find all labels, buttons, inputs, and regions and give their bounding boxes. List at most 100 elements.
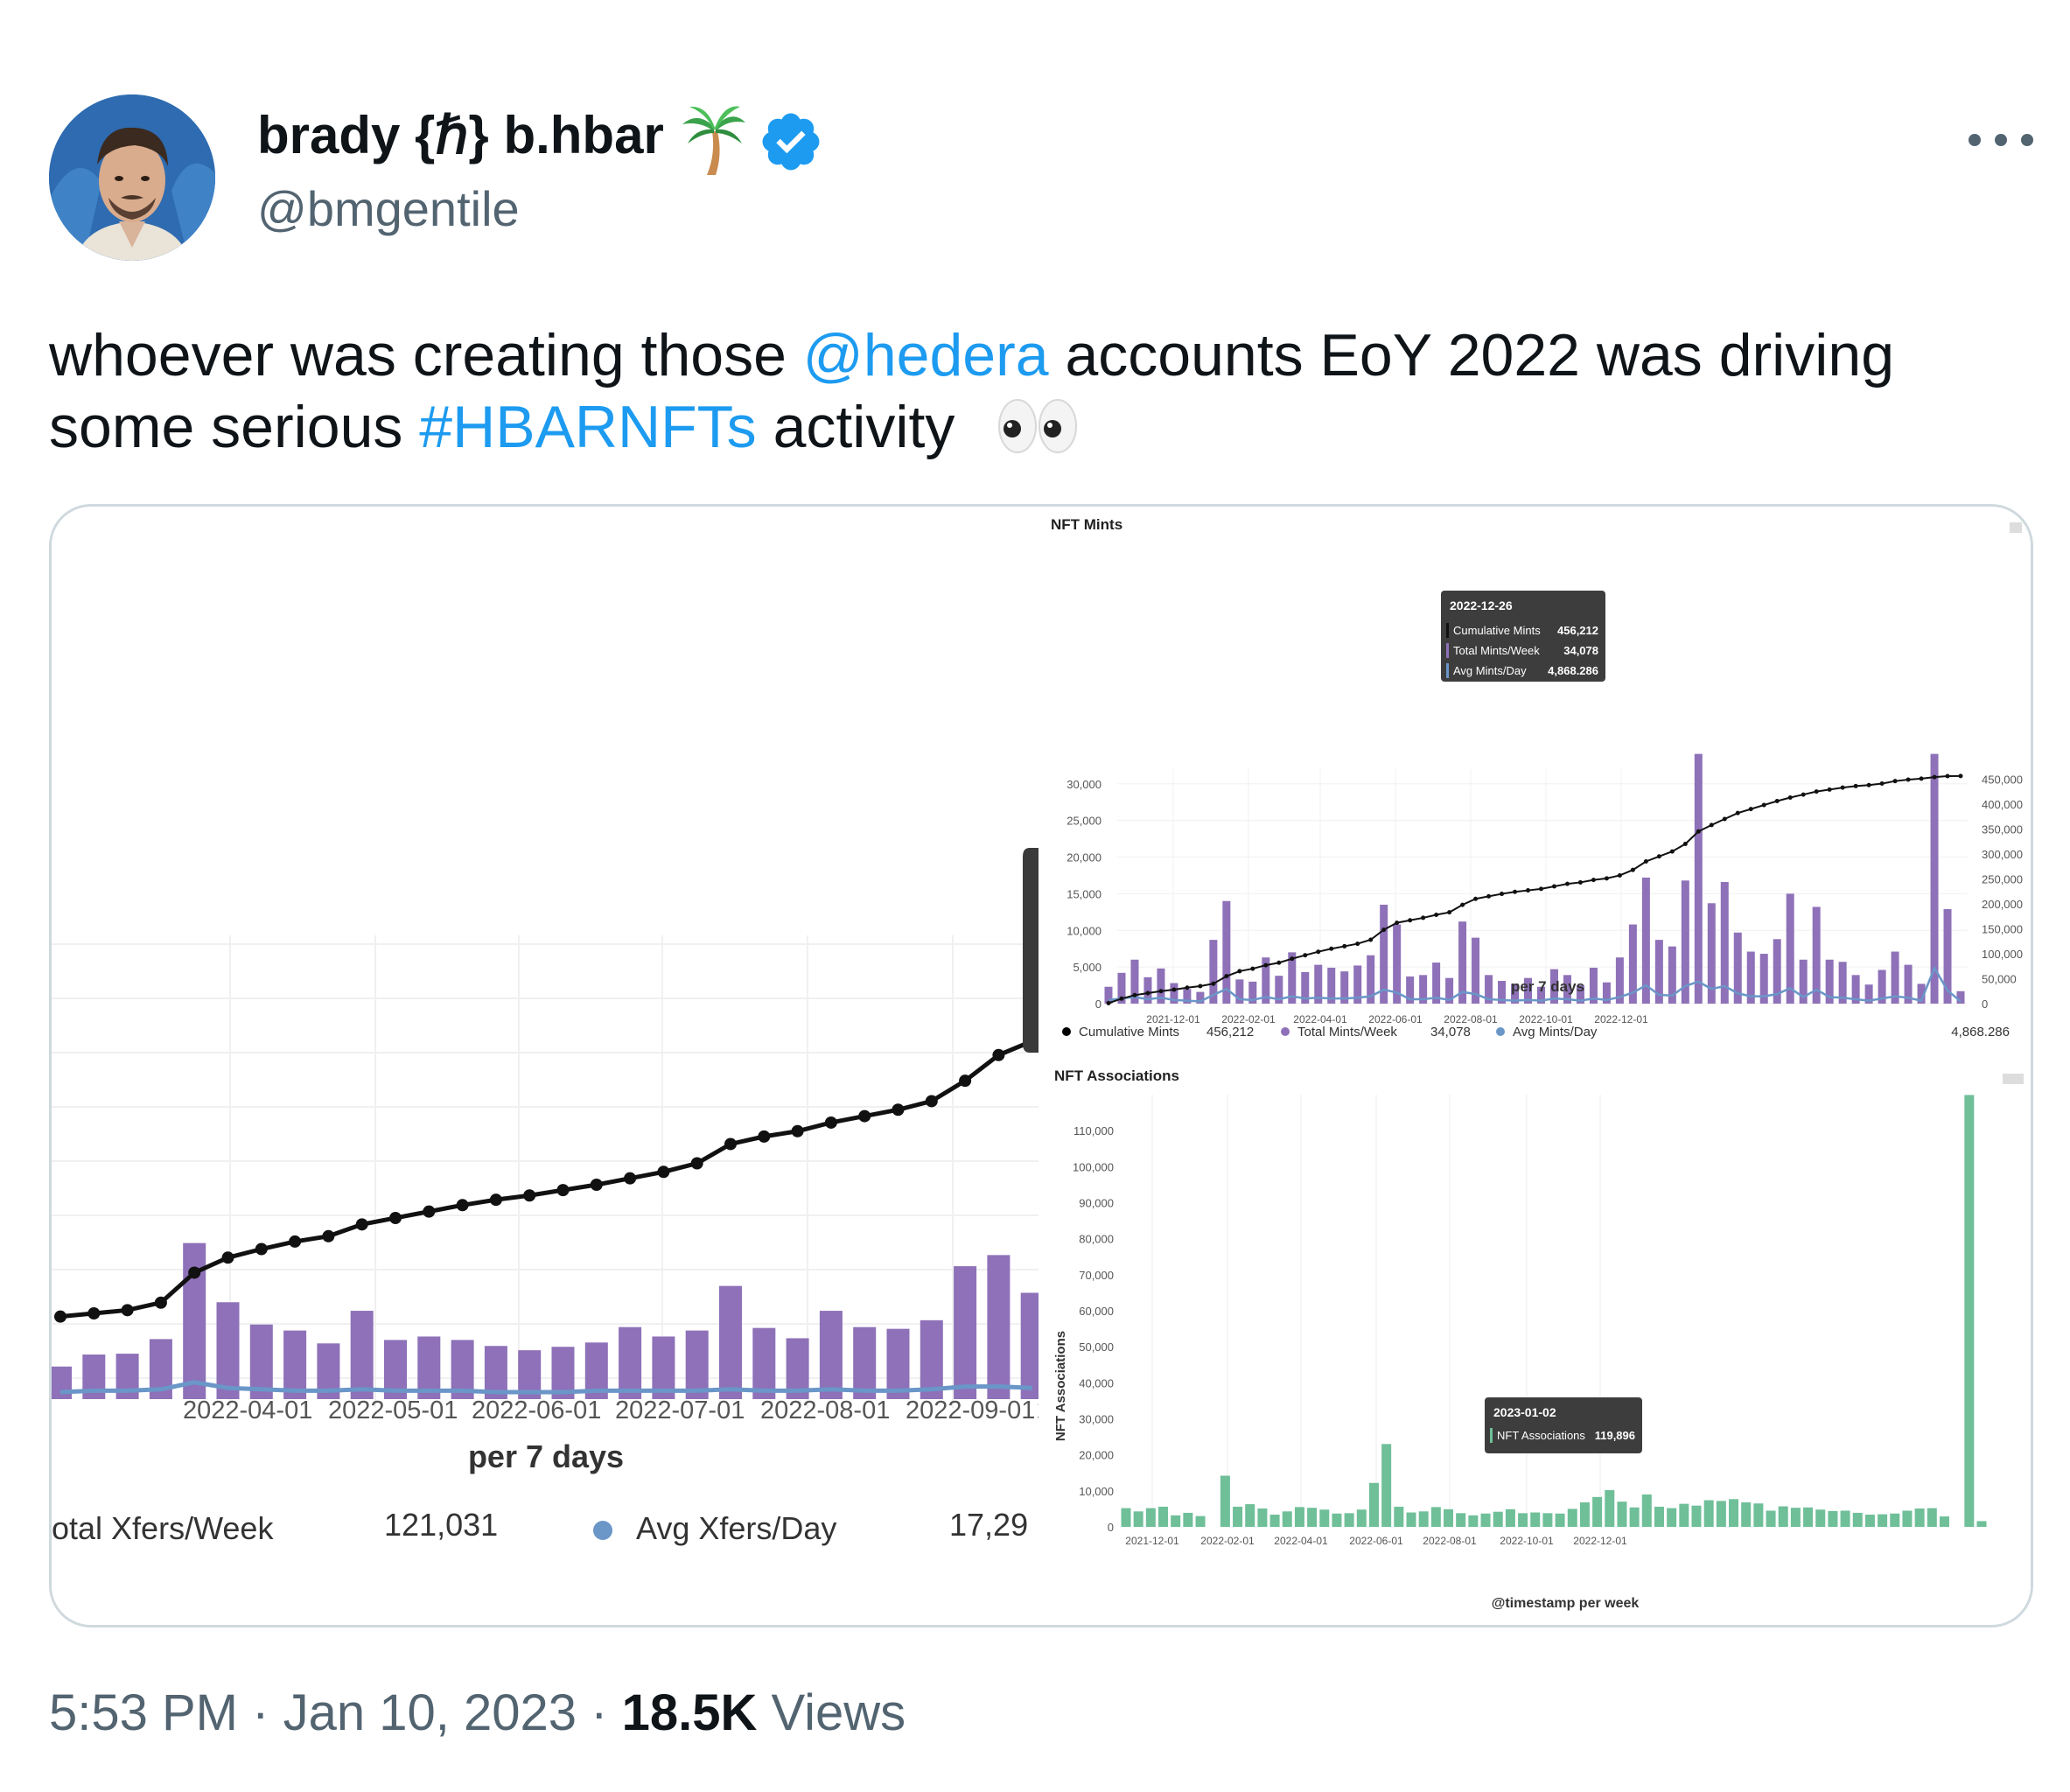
mints-bar [1183, 989, 1192, 1004]
mention-link[interactable]: @hedera [802, 322, 1049, 388]
left-cumulative-point [255, 1242, 268, 1256]
left-cumulative-point [389, 1211, 402, 1224]
mints-y-tick-right: 300,000 [1982, 848, 2023, 861]
mints-cumulative-point [1198, 984, 1203, 989]
mints-tooltip-value: 34,078 [1563, 644, 1598, 657]
mints-cumulative-point [1643, 858, 1648, 864]
left-bar [1020, 1292, 1044, 1399]
assoc-bar [1914, 1508, 1925, 1527]
mints-bar [1275, 976, 1283, 1004]
hashtag-link[interactable]: #HBARNFTs [419, 394, 757, 460]
left-avg-line [59, 1380, 1032, 1395]
verified-badge-icon[interactable] [758, 108, 824, 175]
assoc-panel-icon[interactable] [2003, 1074, 2024, 1084]
mints-cumulative-point [1630, 867, 1635, 872]
mints-bar [1406, 976, 1415, 1004]
assoc-bar [1418, 1511, 1429, 1527]
mints-cumulative-point [1316, 949, 1321, 955]
mints-cumulative-point [1709, 822, 1714, 828]
assoc-bar [1344, 1513, 1354, 1527]
mints-bar [1170, 983, 1178, 1004]
mints-cumulative-point [1577, 879, 1583, 885]
mints-bar [1196, 991, 1205, 1004]
assoc-bar [1480, 1513, 1491, 1527]
left-cumulative-point [925, 1095, 938, 1108]
mints-cumulative-point [1551, 884, 1556, 889]
left-x-tick: 2022-04-01 [183, 1396, 312, 1424]
author-handle[interactable]: @bmgentile [257, 181, 520, 236]
mints-y-tick-right: 50,000 [1982, 972, 2017, 985]
nft-dashboard-panel: NFT Mints 0 5,000 10,000 15,000 20,000 25,000… [1040, 507, 2031, 1625]
assoc-bar [1927, 1508, 1937, 1527]
tweet-text-line-2: some serious #HBARNFTs activity [49, 390, 955, 464]
mints-cumulative-point [1656, 854, 1661, 859]
mints-bar [1288, 952, 1297, 1004]
mints-bar [1314, 964, 1323, 1004]
palm-tree-icon [681, 102, 747, 177]
left-cumulative-point [322, 1229, 335, 1242]
assoc-bar [1257, 1508, 1268, 1527]
left-bar [819, 1311, 843, 1399]
mints-tooltip-box [1441, 591, 1605, 682]
assoc-y-tick: 110,000 [1073, 1124, 1114, 1138]
more-options-icon[interactable] [1962, 122, 2040, 158]
assoc-bar [1183, 1512, 1193, 1527]
left-cumulative-point [54, 1310, 66, 1323]
left-xlabel: per 7 days [468, 1438, 624, 1474]
assoc-bar [1815, 1509, 1826, 1527]
assoc-bar [1542, 1513, 1553, 1527]
mints-cumulative-point [1564, 881, 1570, 886]
assoc-y-tick: 100,000 [1073, 1160, 1114, 1173]
left-x-tick: 2022-06-01 [472, 1396, 601, 1424]
mints-bar [1943, 908, 1952, 1004]
assoc-y-tick: 40,000 [1079, 1376, 1114, 1390]
assoc-bar [1456, 1513, 1466, 1527]
avatar[interactable] [49, 94, 215, 261]
assoc-bar [1307, 1508, 1318, 1527]
assoc-bar [1121, 1508, 1131, 1527]
mints-cumulative-point [1787, 795, 1793, 801]
mints-cumulative-point [1408, 918, 1413, 923]
mints-bar [1641, 877, 1650, 1004]
mints-cumulative-point [1814, 789, 1819, 794]
mints-x-tick: 2022-08-01 [1444, 1013, 1498, 1026]
mints-bar [1904, 964, 1913, 1004]
tweet-date[interactable]: Jan 10, 2023 [283, 1684, 577, 1741]
mints-bar [1235, 979, 1244, 1004]
mints-cumulative-point [1722, 816, 1727, 822]
assoc-bar [1679, 1503, 1689, 1527]
assoc-tooltip-label: NFT Associations [1497, 1429, 1585, 1442]
tweet-text-line-1: whoever was creating those @hedera accou… [49, 318, 1894, 392]
assoc-bar [1158, 1506, 1169, 1527]
assoc-bar [1394, 1506, 1404, 1527]
left-bar [719, 1285, 742, 1399]
media-card[interactable]: 2022-04-01 2022-05-01 2022-06-01 2022-07-01… [49, 504, 2033, 1628]
display-name[interactable]: brady {ℏ} b.hbar [257, 106, 664, 164]
assoc-bar [1803, 1507, 1814, 1527]
assoc-bar [1641, 1494, 1652, 1527]
mints-cumulative-point [1774, 798, 1780, 803]
assoc-y-tick: 80,000 [1079, 1233, 1114, 1246]
assoc-bar [1766, 1510, 1776, 1527]
assoc-bar [1753, 1503, 1764, 1527]
assoc-bar [1530, 1512, 1541, 1527]
mints-cumulative-point [1604, 876, 1609, 881]
assoc-bar [1778, 1506, 1788, 1527]
mints-cumulative-point [1132, 992, 1137, 998]
meta-separator: · [591, 1684, 608, 1741]
mints-cumulative-point [1892, 779, 1898, 784]
left-tooltip-edge [1023, 848, 1038, 1053]
views-label: Views [771, 1684, 906, 1741]
mints-bar [1563, 975, 1571, 1004]
mints-panel-icon[interactable] [2010, 522, 2022, 533]
assoc-bar [1939, 1516, 1949, 1527]
mints-legend-label: Avg Mints/Day [1513, 1025, 1598, 1040]
assoc-bar [1703, 1500, 1714, 1527]
tweet-time[interactable]: 5:53 PM [49, 1684, 238, 1741]
assoc-tooltip-value: 119,896 [1595, 1429, 1635, 1442]
mints-y-tick-left: 15,000 [1066, 887, 1101, 900]
mints-tooltip-value: 4,868.286 [1548, 664, 1598, 677]
mints-legend-label: Total Mints/Week [1297, 1025, 1397, 1040]
left-bar [987, 1255, 1011, 1399]
assoc-y-tick: 50,000 [1079, 1340, 1114, 1354]
